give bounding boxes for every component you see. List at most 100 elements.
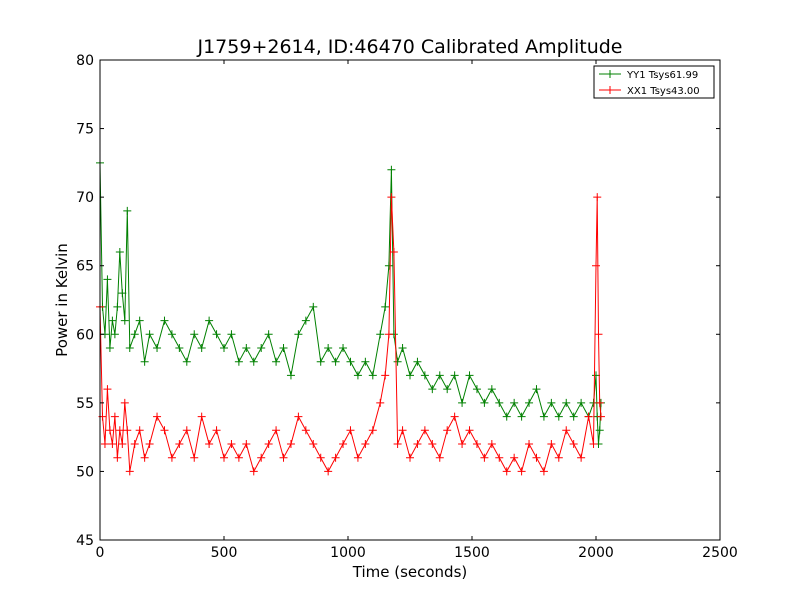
data-point [105,344,114,352]
data-point [309,440,318,448]
data-point [167,330,176,339]
data-point [113,453,122,462]
legend: YY1 Tsys61.99 XX1 Tsys43.00 [593,65,715,99]
data-point [495,453,504,462]
data-point [376,398,385,407]
data-point [458,440,467,448]
legend-label: XX1 Tsys43.00 [627,86,700,97]
data-point [100,440,109,448]
data-point [532,385,541,394]
data-point [160,316,169,325]
data-point [569,412,578,421]
data-point [569,440,578,448]
data-point [393,357,402,366]
data-point [220,344,228,352]
data-point [286,371,295,380]
data-point [115,248,124,256]
data-point [118,289,127,298]
data-point [450,371,459,380]
series-layer [96,158,605,476]
data-point [153,412,162,421]
data-point [175,440,184,448]
data-point [140,453,149,462]
data-point [190,330,199,339]
data-point [316,453,325,462]
data-point [324,344,333,352]
data-point [272,357,281,366]
series-0 [96,158,605,448]
data-point [368,371,377,380]
data-point [175,344,184,352]
data-point [592,261,600,270]
data-point [301,426,310,435]
plot-frame [99,59,721,541]
data-point [596,412,605,421]
data-point [361,440,370,448]
data-point [234,357,243,366]
data-point [167,453,176,462]
x-tick-label: 1500 [454,545,490,561]
tick-labels-layer: 0 500 1000 1500 2000 2500 45 50 55 60 65 70 75 80 [76,53,738,561]
data-point [103,275,112,284]
data-point [257,344,266,352]
data-point [346,357,355,366]
data-point [532,453,541,462]
data-point [387,165,396,174]
data-point [389,248,398,256]
data-point [140,357,149,366]
plot-area [100,60,720,540]
data-point [331,453,340,462]
data-point [135,316,144,325]
data-point [443,385,452,394]
data-point [594,330,603,339]
data-point [135,426,144,435]
data-point [257,453,266,462]
data-point [339,440,348,448]
data-point [502,412,511,421]
data-point [443,426,452,435]
data-point [554,453,563,462]
data-point [562,426,571,435]
x-tick-label: 1000 [330,545,366,561]
data-point [197,344,206,352]
data-point [393,440,402,448]
data-point [286,440,295,448]
data-point [413,440,422,448]
data-point [487,385,496,394]
data-point [450,412,459,421]
data-point [525,440,534,448]
data-point [510,398,519,407]
y-tick-label: 50 [76,464,94,480]
data-point [387,193,396,202]
data-point [120,316,129,325]
data-point [190,453,199,462]
data-point [309,302,318,311]
data-point [301,316,310,325]
data-point [465,426,474,435]
x-tick-label: 0 [96,545,105,561]
x-tick-label: 500 [211,545,238,561]
data-point [539,467,548,476]
data-point [353,453,362,462]
data-point [384,261,393,270]
data-point [110,330,119,339]
y-tick-label: 45 [76,533,94,549]
data-point [331,357,340,366]
x-tick-label: 2500 [702,545,738,561]
data-point [130,330,139,339]
data-point [472,440,481,448]
data-point [595,426,604,435]
data-point [428,385,437,394]
data-point [249,467,258,476]
data-point [384,330,393,339]
y-tick-label: 55 [76,396,94,412]
data-point [495,398,504,407]
data-point [413,357,422,366]
data-point [435,453,444,462]
data-point [249,357,258,366]
data-point [113,302,122,311]
data-point [589,440,598,448]
data-point [118,440,127,448]
y-tick-label: 65 [76,259,94,275]
